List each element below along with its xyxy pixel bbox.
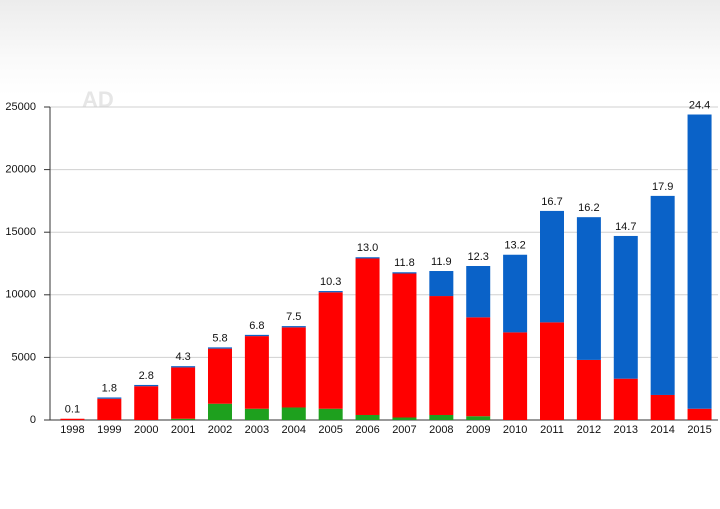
bar-segment <box>429 271 454 297</box>
bar-segment <box>650 195 675 395</box>
total-label: 11.9 <box>431 256 452 268</box>
bar-segment <box>208 347 232 349</box>
total-label: 1.8 <box>102 382 117 394</box>
y-tick-label: 0 <box>30 414 36 426</box>
bar-segment <box>355 257 380 259</box>
bar-segment <box>466 416 491 420</box>
bar-segment <box>687 408 712 420</box>
total-label: 13.2 <box>504 240 525 252</box>
x-tick-label: 2000 <box>134 424 158 436</box>
x-tick-label: 2010 <box>503 424 527 436</box>
bar-segment <box>281 407 306 420</box>
bar-segment <box>613 378 638 420</box>
total-label: 4.3 <box>175 351 190 363</box>
total-label: 17.9 <box>652 181 673 193</box>
total-label: 11.8 <box>394 257 415 269</box>
x-tick-label: 2011 <box>540 424 564 436</box>
bar-segment <box>650 394 675 420</box>
total-label: 7.5 <box>286 311 301 323</box>
x-tick-label: 2007 <box>392 424 416 436</box>
bar-segment <box>576 217 601 360</box>
x-tick-label: 1999 <box>97 424 121 436</box>
bar-segment <box>576 359 601 420</box>
bar-segment <box>466 266 491 318</box>
total-label: 0.1 <box>65 404 80 416</box>
x-tick-label: 2005 <box>318 424 342 436</box>
bar-segment <box>503 254 528 333</box>
bar-segment <box>318 291 343 293</box>
bar-segment <box>318 408 343 420</box>
bar-segment <box>540 322 564 420</box>
bar-segment <box>244 336 269 409</box>
y-tick-label: 5000 <box>12 351 36 363</box>
x-tick-label: 2009 <box>466 424 490 436</box>
y-tick-label: 15000 <box>5 226 36 238</box>
total-label: 13.0 <box>357 242 378 254</box>
bar-segment <box>208 403 232 420</box>
bar-segment <box>392 272 417 274</box>
bar-segment <box>318 292 343 409</box>
x-tick-label: 2003 <box>245 424 269 436</box>
bar-segment <box>355 258 380 415</box>
bar-segment <box>97 398 122 420</box>
bar-segment <box>687 114 712 409</box>
total-label: 12.3 <box>468 251 489 263</box>
bar-segment <box>503 332 528 420</box>
x-tick-label: 2014 <box>650 424 674 436</box>
total-label: 24.4 <box>689 99 710 111</box>
bar-segment <box>466 317 491 417</box>
total-label: 16.2 <box>578 202 599 214</box>
bar-segment <box>60 418 85 420</box>
x-tick-label: 2015 <box>687 424 711 436</box>
y-tick-label: 10000 <box>5 289 36 301</box>
bar-segment <box>208 348 232 404</box>
x-tick-label: 2002 <box>208 424 232 436</box>
bar-segment <box>613 235 638 379</box>
bar-segment <box>134 386 159 420</box>
bar-segment <box>244 408 269 420</box>
watermark: AD <box>82 87 114 112</box>
bar-segment <box>540 210 564 323</box>
bar-segment <box>281 327 306 408</box>
y-tick-label: 25000 <box>5 101 36 113</box>
x-tick-label: 1998 <box>60 424 84 436</box>
bar-segment <box>97 397 122 399</box>
total-label: 16.7 <box>541 196 562 208</box>
total-label: 5.8 <box>212 332 227 344</box>
total-label: 14.7 <box>615 221 636 233</box>
bar-segment <box>429 414 454 420</box>
y-tick-label: 20000 <box>5 164 36 176</box>
x-tick-label: 2013 <box>614 424 638 436</box>
x-tick-label: 2004 <box>282 424 306 436</box>
x-tick-label: 2001 <box>171 424 195 436</box>
bar-segment <box>171 418 196 420</box>
total-label: 2.8 <box>139 370 154 382</box>
bar-segment <box>355 414 380 420</box>
bar-segment <box>429 296 454 415</box>
bar-segment <box>392 273 417 418</box>
x-tick-label: 2008 <box>429 424 453 436</box>
bar-segment <box>171 366 196 368</box>
bar-segment <box>392 417 417 420</box>
total-label: 6.8 <box>249 320 264 332</box>
bar-segment <box>281 326 306 328</box>
x-tick-label: 2012 <box>577 424 601 436</box>
bar-segment <box>134 384 159 387</box>
total-label: 10.3 <box>320 276 341 288</box>
bar-segment <box>171 367 196 419</box>
x-tick-label: 2006 <box>355 424 379 436</box>
bar-segment <box>244 334 269 337</box>
